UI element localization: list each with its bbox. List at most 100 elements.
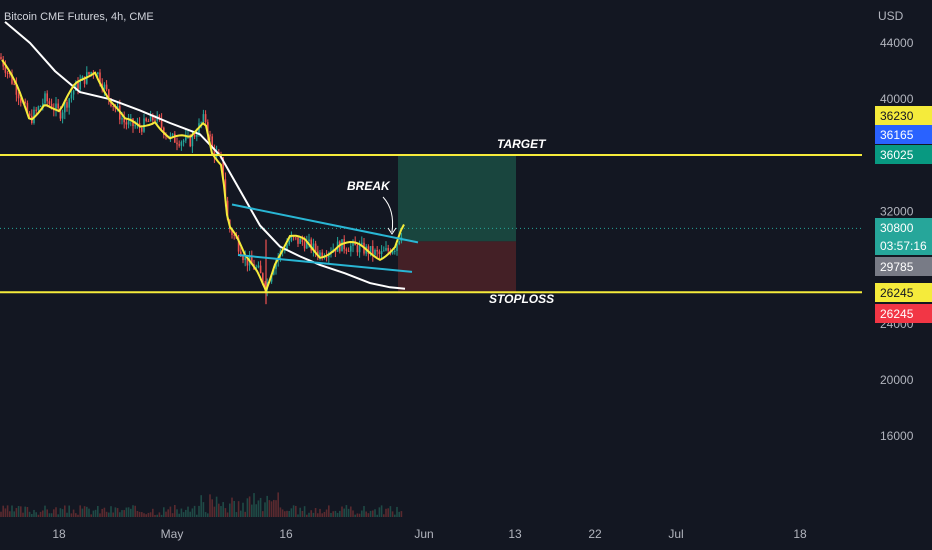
volume-bar bbox=[55, 507, 57, 517]
volume-bar bbox=[141, 512, 143, 517]
volume-bar bbox=[83, 506, 86, 517]
candle-body bbox=[317, 251, 319, 257]
volume-bar bbox=[323, 511, 326, 517]
volume-bar bbox=[222, 502, 224, 517]
volume-bar bbox=[160, 514, 163, 517]
level-lines[interactable] bbox=[0, 153, 862, 294]
volume-bar bbox=[180, 508, 183, 517]
volume-bar bbox=[248, 496, 251, 517]
candle-body bbox=[319, 252, 321, 257]
volume-bar bbox=[358, 513, 361, 517]
volume-bar bbox=[237, 501, 240, 517]
x-tick-label: 18 bbox=[52, 527, 66, 541]
candle-body bbox=[374, 249, 376, 255]
x-tick-label: Jul bbox=[668, 527, 683, 541]
volume-bar bbox=[257, 500, 260, 517]
volume-bar bbox=[231, 497, 233, 517]
volume-bar bbox=[112, 512, 114, 517]
volume-bar bbox=[75, 513, 77, 517]
volume-bar bbox=[26, 506, 29, 517]
candle-body bbox=[244, 257, 246, 261]
volume-bar bbox=[145, 514, 147, 517]
candle-body bbox=[251, 256, 253, 265]
volume-bar bbox=[196, 514, 198, 517]
volume-bar bbox=[94, 509, 97, 517]
price-tag-label: 30800 bbox=[880, 221, 914, 235]
volume-bar bbox=[0, 511, 2, 517]
volume-bar bbox=[24, 506, 26, 517]
volume-bar bbox=[266, 495, 268, 517]
volume-bar bbox=[202, 502, 205, 517]
volume-bar bbox=[2, 505, 4, 517]
volume-bar bbox=[46, 509, 48, 517]
x-axis[interactable]: 18 May 16 Jun 13 22 Jul 18 bbox=[52, 527, 807, 541]
candle-body bbox=[356, 245, 359, 253]
candle-body bbox=[222, 157, 224, 180]
volume-bar bbox=[44, 505, 46, 517]
candle-body bbox=[299, 238, 301, 244]
volume-bar bbox=[81, 508, 84, 517]
volume-bar bbox=[361, 510, 363, 517]
volume-bar bbox=[383, 514, 385, 517]
volume-bar bbox=[147, 512, 150, 517]
candle-body bbox=[154, 120, 156, 122]
volume-bar bbox=[308, 512, 310, 517]
x-tick-label: 18 bbox=[793, 527, 807, 541]
candle-body bbox=[290, 236, 293, 241]
volume-bar bbox=[171, 513, 174, 517]
price-tag-label: 36025 bbox=[880, 148, 914, 162]
candle-body bbox=[57, 103, 59, 109]
break-label: BREAK bbox=[347, 179, 391, 193]
candle-body bbox=[295, 237, 297, 239]
candle-body bbox=[145, 118, 147, 121]
volume-bar bbox=[11, 505, 13, 517]
volume-bar bbox=[347, 508, 350, 517]
candle-body bbox=[147, 120, 150, 122]
candle-body bbox=[11, 74, 13, 84]
volume-bar bbox=[378, 507, 381, 517]
candle-body bbox=[83, 76, 86, 84]
candle-body bbox=[61, 112, 64, 119]
candle-body bbox=[380, 250, 383, 255]
volume-bar bbox=[279, 507, 282, 517]
volume-bar bbox=[224, 508, 227, 517]
candle-body bbox=[59, 108, 62, 119]
candle-body bbox=[314, 243, 317, 252]
candle-body bbox=[44, 93, 46, 104]
volume-bar bbox=[288, 510, 290, 517]
volume-bar bbox=[79, 505, 81, 517]
candle-body bbox=[341, 239, 343, 252]
candle-body bbox=[306, 241, 308, 249]
fast-moving-average bbox=[1, 59, 405, 294]
candle-body bbox=[372, 246, 374, 255]
candle-body bbox=[242, 256, 244, 261]
candle-body bbox=[72, 90, 75, 95]
y-tick-label: 44000 bbox=[880, 36, 914, 50]
volume-bar bbox=[22, 512, 24, 517]
candle-body bbox=[191, 134, 194, 147]
volume-bar bbox=[275, 500, 277, 517]
volume-bar bbox=[125, 507, 128, 517]
candle-body bbox=[28, 113, 31, 116]
volume-bar bbox=[57, 514, 59, 517]
candle-body bbox=[226, 200, 229, 220]
candle-body bbox=[141, 127, 143, 132]
volume-bar bbox=[119, 512, 121, 517]
volume-bar bbox=[130, 508, 132, 517]
candle-body bbox=[105, 84, 108, 90]
volume-bar bbox=[213, 506, 216, 517]
candle-body bbox=[189, 135, 191, 147]
candle-body bbox=[193, 134, 196, 137]
volume-bar bbox=[229, 503, 231, 517]
volume-bar bbox=[110, 506, 112, 517]
volume-bar bbox=[396, 506, 398, 517]
volume-bar bbox=[301, 510, 304, 517]
volume-bar bbox=[72, 509, 75, 517]
candle-body bbox=[17, 94, 20, 99]
price-tag-label: 36230 bbox=[880, 109, 914, 123]
candle-body bbox=[176, 142, 178, 145]
volume-bar bbox=[292, 505, 295, 517]
candle-body bbox=[149, 114, 152, 122]
